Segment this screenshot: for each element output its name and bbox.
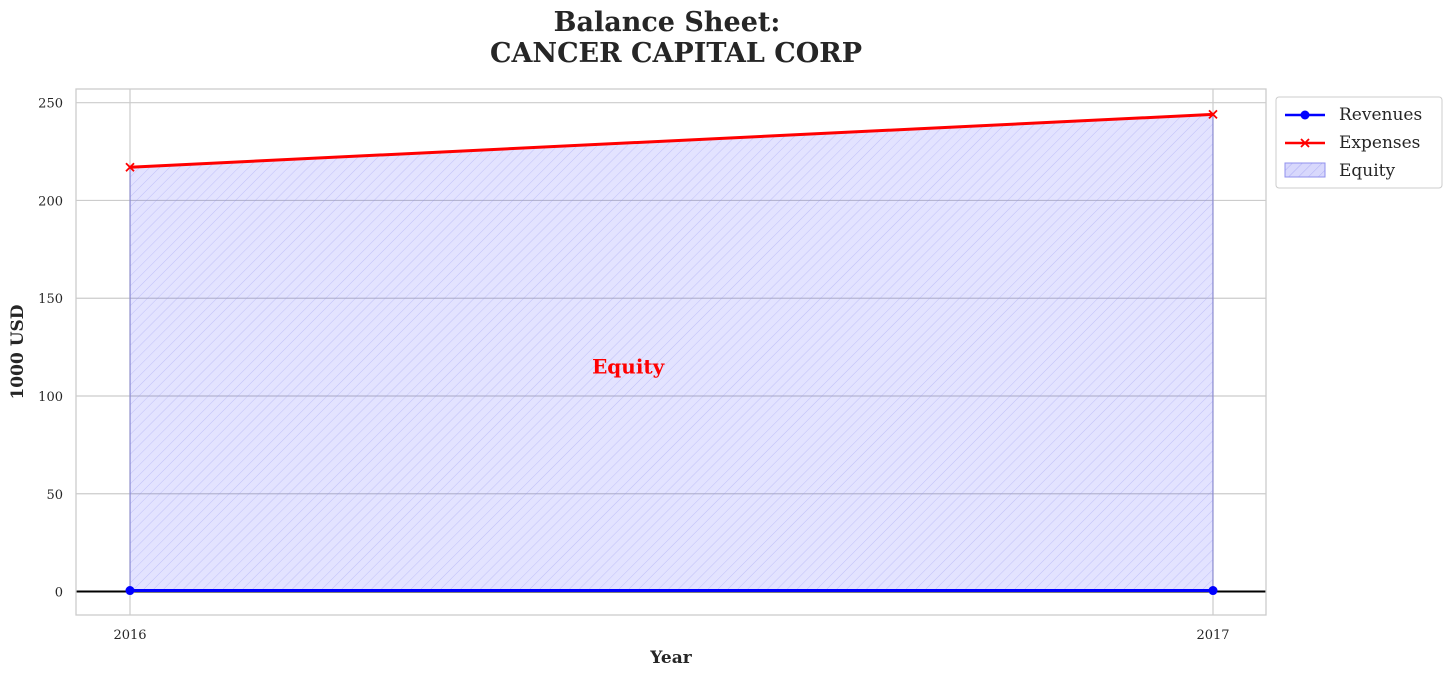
y-tick-label: 100 <box>38 390 63 405</box>
legend-revenues-label: Revenues <box>1339 105 1422 125</box>
y-tick-label: 50 <box>46 488 63 503</box>
equity-annotation: Equity <box>592 355 666 379</box>
equity-area-layer <box>129 113 1214 592</box>
series-layer <box>125 109 1218 596</box>
legend: Revenues Expenses Equity <box>1275 96 1443 189</box>
tick-labels: 0 50 100 150 200 250 2016 2017 <box>38 97 1229 643</box>
y-tick-label: 150 <box>38 292 63 307</box>
legend-equity-label: Equity <box>1339 161 1396 181</box>
chart-subtitle: CANCER CAPITAL CORP <box>490 38 862 69</box>
y-tick-label: 0 <box>55 586 63 601</box>
y-axis-label: 1000 USD <box>8 304 28 399</box>
marker-revenues <box>125 586 135 596</box>
chart-title: Balance Sheet: <box>554 7 781 38</box>
legend-expenses-marker <box>1300 138 1310 148</box>
x-tick-label: 2016 <box>113 628 146 643</box>
legend-revenues-marker <box>1300 110 1310 120</box>
marker-revenues <box>1208 586 1218 596</box>
marker-expenses <box>125 162 135 172</box>
x-axis-label: Year <box>649 648 692 668</box>
y-tick-label: 250 <box>38 97 63 112</box>
equity-hatch <box>130 114 1213 591</box>
legend-expenses-label: Expenses <box>1339 133 1420 153</box>
x-tick-label: 2017 <box>1196 628 1229 643</box>
legend-equity-swatch-hatch <box>1285 163 1325 177</box>
series-line-expenses <box>129 112 1214 169</box>
y-tick-label: 200 <box>38 194 63 209</box>
marker-expenses <box>1208 109 1218 120</box>
plot-frame <box>75 88 1267 616</box>
